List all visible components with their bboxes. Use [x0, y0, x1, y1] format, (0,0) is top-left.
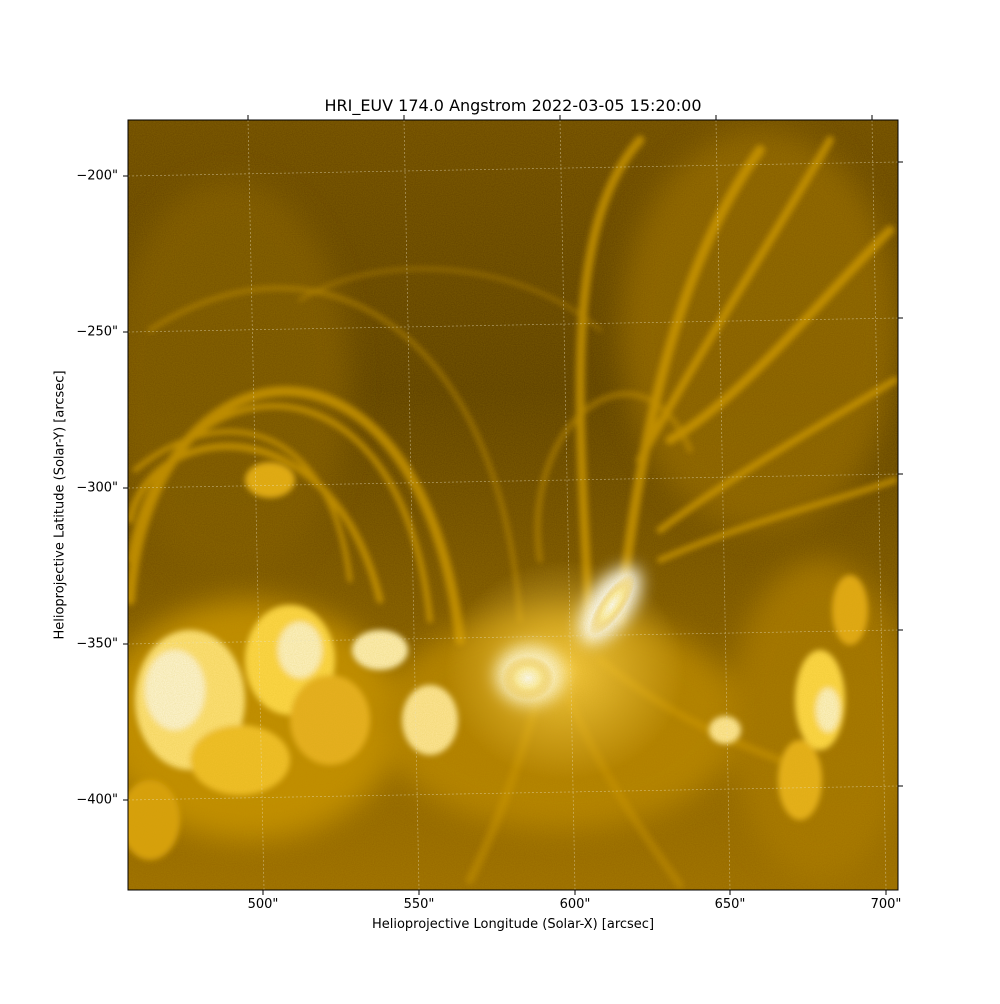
y-tick-label: −250": [76, 324, 118, 340]
x-tick-label: 500": [247, 897, 279, 912]
x-tick-label: 700": [870, 897, 902, 912]
x-tick-label: 550": [403, 897, 435, 912]
y-tick-label: −300": [76, 480, 118, 496]
y-tick-label: −400": [76, 792, 118, 808]
x-tick-label: 600": [559, 897, 591, 912]
y-tick-label: −350": [76, 636, 118, 652]
solar-euv-image: [128, 120, 898, 890]
coordinate-grid: [128, 120, 898, 890]
x-axis-label: Helioprojective Longitude (Solar-X) [arc…: [371, 917, 655, 932]
y-axis-label: Helioprojective Latitude (Solar-Y) [arcs…: [52, 370, 68, 640]
figure-title: HRI_EUV 174.0 Angstrom 2022-03-05 15:20:…: [324, 96, 702, 115]
y-tick-label: −200": [76, 168, 118, 184]
axes-frame: [127, 119, 899, 891]
x-tick-label: 650": [714, 897, 746, 912]
tick-marks: [123, 115, 903, 895]
